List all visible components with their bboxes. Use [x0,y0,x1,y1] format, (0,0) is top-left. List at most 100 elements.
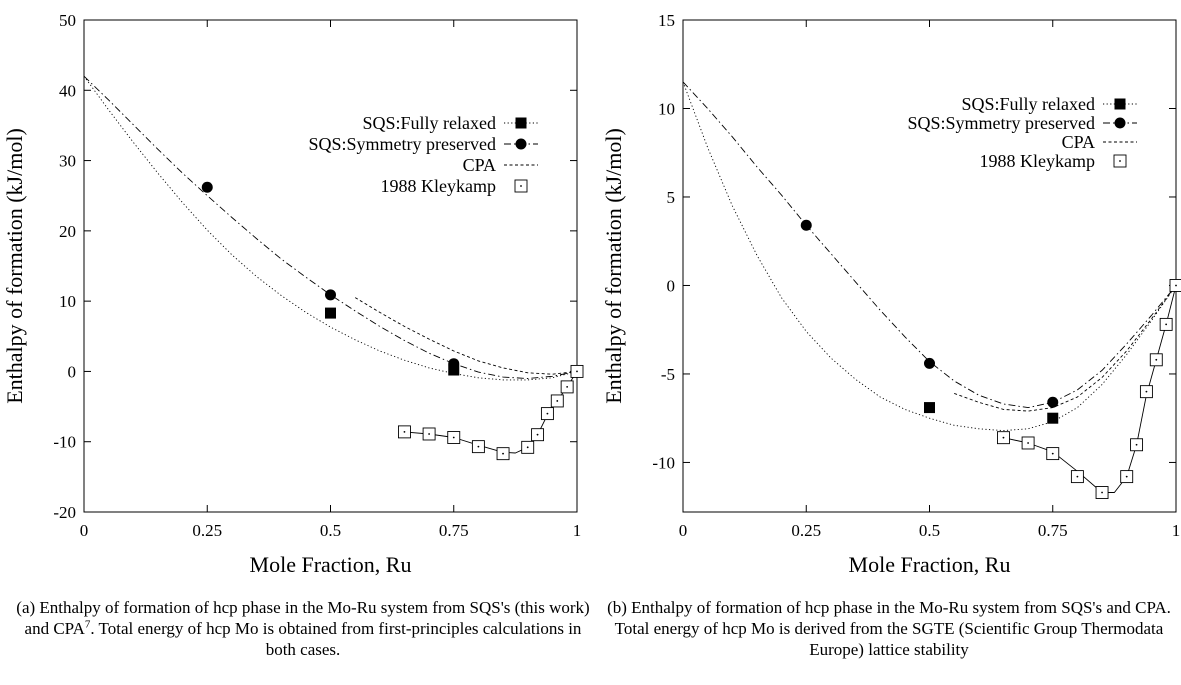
caption-b: (b) Enthalpy of formation of hcp phase i… [600,597,1178,660]
panel-a-ytick-label: 10 [59,292,76,311]
panel-b-kleykamp-point-center [1002,436,1005,439]
panel-b-legend-marker-kleykamp-center [1119,160,1121,162]
panel-a-legend-label-symmetry-preserved: SQS:Symmetry preserved [309,134,496,154]
panel-b-xtick-label: 1 [1172,521,1181,540]
panel-b-ytick-label: 5 [667,188,676,207]
panel-b-kleykamp-point-center [1101,491,1103,494]
panel-a-kleykamp-point-center [477,445,480,448]
panel-b-fully-relaxed-point [1047,412,1059,424]
panel-a-legend-label-cpa: CPA [463,155,496,175]
panel-b-kleykamp-point [1021,436,1035,450]
panel-b-y-axis-label: Enthalpy of formation (kJ/mol) [601,128,626,404]
panel-b-symmetry-preserved-point [924,357,935,369]
panel-a-symmetry-preserved-line [83,75,578,379]
panel-a-ytick-label: 50 [59,11,76,30]
panel-a-kleykamp-point [447,431,461,444]
panel-b-kleykamp-point [1120,470,1134,484]
panel-a-kleykamp-point [496,447,510,461]
panel-b-legend-marker-kleykamp [1113,154,1127,168]
caption-a-text-rest: . Total energy of hcp Mo is obtained fro… [90,619,582,659]
panel-a-kleykamp-point-center [502,452,504,455]
panel-b-kleykamp-point-center [1145,390,1148,393]
panel-b-legend-marker-fully-relaxed [1114,98,1126,110]
panel-b-ytick-label: -5 [661,365,675,384]
panel-a-legend-marker-symmetry-preserved [515,138,527,150]
panel-b-x-axis-label: Mole Fraction, Ru [849,552,1011,577]
panel-a-kleykamp-point [550,394,564,408]
panel-a-legend-label-fully-relaxed: SQS:Fully relaxed [363,113,497,133]
panel-b-kleykamp-point-center [1027,442,1029,444]
panel-b-kleykamp-point-center [1051,452,1054,455]
panel-a-kleykamp-point [560,380,574,394]
panel-a-kleykamp-point [422,427,436,441]
caption-a-text: (a) Enthalpy of formation of hcp phase i… [16,598,590,638]
panel-b-xtick-label: 0.75 [1038,521,1068,540]
panel-a-xtick-label: 0.25 [192,521,222,540]
panel-a-chart: 0 0.25 0.5 0.75 1 -20 -10 0 10 20 30 40 50 Mole Fract… [2,11,584,577]
panel-b-chart: 0 0.25 0.5 0.75 1 -10 -5 0 5 10 15 Mole Fraction, R… [601,11,1181,577]
panel-b-kleykamp-point [1159,317,1173,331]
panel-a-kleykamp-point [398,425,411,439]
panel-a-x-axis-label: Mole Fraction, Ru [250,552,412,577]
panel-b-symmetry-preserved-point [800,219,812,231]
panel-b-ytick-label: -10 [652,453,675,472]
panel-b-kleykamp-point [1046,447,1060,461]
panel-a-kleykamp-point-center [566,385,569,388]
panel-b-kleykamp-point [1169,279,1181,292]
panel-b-fully-relaxed-line [682,81,1177,432]
panel-a-ytick-label: 30 [59,152,76,171]
panel-b-kleykamp-point-center [1175,284,1177,287]
panel-a-kleykamp-point [531,428,545,442]
panel-a-symmetry-preserved-point [201,181,213,193]
panel-a-fully-relaxed-point [325,307,336,319]
panel-a-kleykamp-point-center [452,436,455,439]
panel-b-kleykamp-point-center [1125,475,1128,478]
panel-a-kleykamp-point [570,364,584,378]
panel-b-xtick-label: 0.25 [791,521,821,540]
panel-b-kleykamp-point [1149,353,1163,367]
panel-a-ytick-label: 20 [59,222,76,241]
panel-a-ytick-label: 0 [68,362,77,381]
panel-a-xtick-label: 0.5 [320,521,341,540]
panel-b-kleykamp-point [997,431,1010,445]
panel-b-kleykamp-point-center [1076,475,1079,478]
panel-a-plot-frame [83,19,578,513]
panel-a-kleykamp-point-center [536,433,539,436]
panel-a-xtick-label: 0 [80,521,89,540]
panel-a-kleykamp-point-center [556,400,559,402]
panel-a-y-axis-label: Enthalpy of formation (kJ/mol) [2,128,27,404]
panel-b-legend-label-cpa: CPA [1062,132,1095,152]
panel-b-legend-label-fully-relaxed: SQS:Fully relaxed [962,94,1096,114]
panel-a-kleykamp-point [471,440,485,454]
panel-b-kleykamp-point [1095,486,1109,499]
panel-b-kleykamp-point-center [1135,443,1138,446]
panel-a-kleykamp-point [540,407,554,421]
panel-a-symmetry-preserved-point [325,289,336,301]
panel-b-kleykamp-point-center [1165,323,1168,326]
panel-b-ytick-label: 10 [658,99,675,118]
panel-b-fully-relaxed-point [924,402,935,414]
panel-b-cpa-line [954,285,1177,412]
panel-b-xtick-label: 0.5 [919,521,940,540]
panel-a-symmetry-preserved-point [448,358,460,370]
panel-b-kleykamp-point [1070,470,1084,484]
panel-a-kleykamp-point-center [526,446,529,449]
panel-b-xtick-label: 0 [679,521,688,540]
panel-a-kleykamp-point-center [403,430,406,433]
caption-b-text: (b) Enthalpy of formation of hcp phase i… [607,598,1171,659]
panel-b-legend-label-kleykamp: 1988 Kleykamp [980,151,1095,171]
panel-b-ytick-label: 0 [667,276,676,295]
caption-a-citation: 7 [84,618,91,631]
panel-a-legend-marker-kleykamp-center [520,185,522,187]
panel-a-fully-relaxed-line [83,75,578,381]
panel-a-legend-marker-fully-relaxed [515,117,527,129]
panel-a-legend-label-kleykamp: 1988 Kleykamp [381,176,496,196]
panel-b-kleykamp-point-center [1155,358,1158,361]
caption-a: (a) Enthalpy of formation of hcp phase i… [8,597,598,660]
panel-b-kleykamp-point [1139,385,1153,399]
panel-a-cpa-line [354,297,578,375]
panel-a-kleykamp-point [521,440,535,454]
panel-a-ytick-label: -10 [53,433,76,452]
panel-a-kleykamp-point-center [428,433,430,435]
